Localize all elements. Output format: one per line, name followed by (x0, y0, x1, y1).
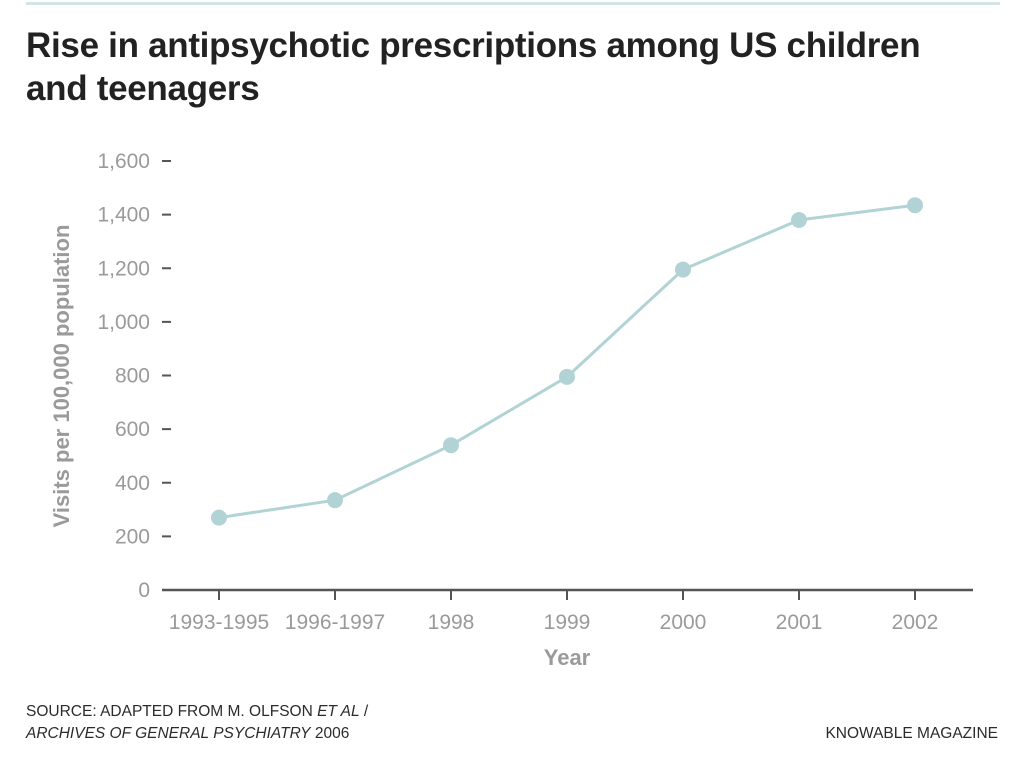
data-point (327, 492, 343, 509)
source-prefix: SOURCE: ADAPTED FROM M. OLFSON (26, 703, 318, 720)
brand-credit: KNOWABLE MAGAZINE (825, 725, 998, 742)
chart-title: Rise in antipsychotic prescriptions amon… (26, 26, 921, 108)
data-point (443, 437, 459, 454)
data-point (211, 509, 227, 526)
line-chart: 0 200 400 600 800 1,000 1,200 1,400 1,600 1993-1… (49, 150, 973, 670)
y-tick-label: 600 (115, 418, 150, 441)
y-tick-label: 1,000 (97, 311, 150, 334)
x-tick-label: 1993-1995 (169, 611, 269, 634)
series-line (218, 203, 916, 520)
x-tick-label: 2002 (892, 611, 939, 634)
top-rule (26, 2, 1000, 5)
x-axis-title: Year (544, 645, 591, 670)
x-tick-label: 2001 (776, 611, 823, 634)
x-tick-label: 1998 (428, 611, 475, 634)
x-tick-label: 1999 (544, 611, 591, 634)
data-point (559, 368, 575, 385)
source-separator: / (359, 703, 369, 720)
y-tick-label: 400 (115, 472, 150, 495)
data-point (675, 261, 691, 278)
source-etal: ET AL (317, 703, 360, 720)
source-note: SOURCE: ADAPTED FROM M. OLFSON ET AL / A… (26, 701, 368, 745)
y-tick-label: 800 (115, 365, 150, 388)
series-line-group (211, 197, 923, 526)
y-axis: 0 200 400 600 800 1,000 1,200 1,400 1,600 (97, 150, 171, 602)
source-year: 2006 (310, 725, 350, 742)
y-tick-label: 0 (138, 579, 150, 602)
y-tick-label: 1,400 (97, 204, 150, 227)
x-axis: 1993-1995 1996-1997 1998 1999 2000 2001 2002 (162, 588, 973, 634)
y-tick-label: 1,200 (97, 257, 150, 280)
data-point (907, 197, 923, 214)
x-tick-label: 1996-1997 (285, 611, 385, 634)
y-tick-label: 1,600 (97, 150, 150, 173)
y-axis-title: Visits per 100,000 population (49, 225, 74, 528)
y-tick-label: 200 (115, 525, 150, 548)
x-tick-label: 2000 (660, 611, 707, 634)
source-journal: ARCHIVES OF GENERAL PSYCHIATRY (26, 725, 311, 742)
data-point (791, 211, 807, 228)
